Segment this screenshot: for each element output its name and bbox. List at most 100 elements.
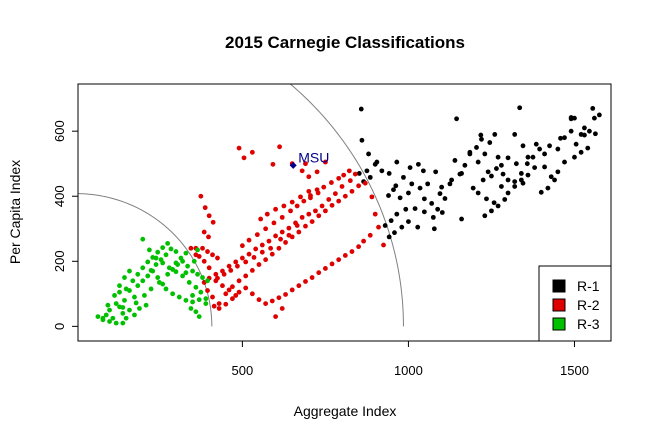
data-point [158, 257, 164, 263]
data-point [542, 164, 547, 170]
data-point [145, 273, 151, 279]
data-point [299, 168, 305, 174]
data-point [399, 224, 405, 230]
data-point [479, 136, 484, 142]
data-point [558, 135, 563, 141]
data-point [188, 245, 194, 251]
data-point [215, 275, 220, 281]
data-point [127, 307, 132, 313]
legend-label: R-1 [577, 278, 600, 294]
data-point [163, 286, 169, 292]
data-point [430, 214, 436, 220]
data-point [166, 265, 172, 271]
data-point [532, 165, 538, 171]
data-point [376, 224, 381, 230]
data-point [356, 183, 362, 189]
data-point [289, 287, 295, 293]
data-point [211, 303, 217, 309]
data-point [417, 185, 423, 191]
data-point [266, 238, 272, 244]
data-point [223, 301, 229, 307]
data-point [253, 246, 259, 252]
y-axis-label: Per Capita Index [7, 160, 23, 264]
data-point [170, 291, 176, 297]
data-point [176, 294, 182, 300]
data-point [369, 194, 375, 200]
data-point [562, 159, 567, 165]
data-point [132, 312, 137, 318]
data-point [173, 269, 179, 275]
data-point [122, 275, 127, 280]
data-point [183, 297, 189, 303]
data-point [366, 151, 371, 157]
data-point [542, 151, 547, 157]
data-point [213, 271, 219, 277]
data-point [590, 106, 596, 111]
data-point [130, 278, 136, 284]
data-point [512, 184, 518, 189]
data-point [530, 154, 536, 160]
data-point [142, 293, 147, 298]
data-point [524, 161, 530, 167]
scatter-points [95, 105, 602, 326]
data-point [356, 171, 362, 176]
data-point [323, 266, 328, 271]
legend-swatch [552, 317, 566, 331]
data-point [256, 262, 262, 267]
data-point [186, 280, 192, 285]
data-point [95, 314, 101, 319]
data-point [572, 154, 577, 160]
data-point [484, 196, 489, 202]
data-point [105, 302, 111, 308]
data-point [203, 296, 209, 302]
data-point [140, 236, 146, 242]
data-point [249, 291, 255, 297]
data-point [286, 225, 292, 231]
data-point [374, 159, 380, 165]
data-point [200, 245, 205, 251]
data-point [233, 293, 239, 298]
data-point [137, 306, 142, 311]
data-point [188, 306, 194, 311]
data-point [286, 232, 292, 238]
data-point [462, 162, 468, 168]
data-point [289, 199, 295, 205]
x-axis-label: Aggregate Index [294, 403, 397, 419]
data-point [582, 132, 587, 138]
data-point [198, 289, 204, 295]
data-point [358, 106, 364, 112]
data-point [230, 296, 235, 302]
data-point [120, 310, 126, 316]
data-point [288, 208, 293, 214]
data-point [339, 184, 345, 189]
data-point [165, 271, 171, 277]
data-point [107, 307, 112, 313]
data-point [123, 286, 129, 292]
data-point [336, 175, 342, 181]
data-point [165, 241, 171, 246]
data-point [201, 229, 207, 235]
data-point [596, 112, 602, 118]
legend-swatch [552, 298, 566, 312]
data-point [525, 154, 531, 160]
data-point [573, 141, 579, 147]
data-point [223, 291, 229, 297]
legend-box [538, 265, 612, 342]
annotation: MSU [289, 149, 329, 169]
data-point [113, 301, 119, 306]
data-point [120, 305, 126, 310]
data-point [487, 140, 493, 145]
data-point [206, 234, 211, 240]
data-point [367, 174, 373, 180]
data-point [356, 244, 362, 250]
y-tick-label: 600 [52, 120, 67, 142]
x-tick-label: 1000 [394, 363, 423, 378]
data-point [190, 293, 195, 298]
data-point [268, 245, 274, 251]
series-r-2 [188, 144, 386, 319]
data-point [258, 216, 264, 222]
data-point [239, 243, 245, 249]
data-point [388, 218, 394, 224]
data-point [394, 211, 400, 217]
data-point [298, 194, 303, 200]
